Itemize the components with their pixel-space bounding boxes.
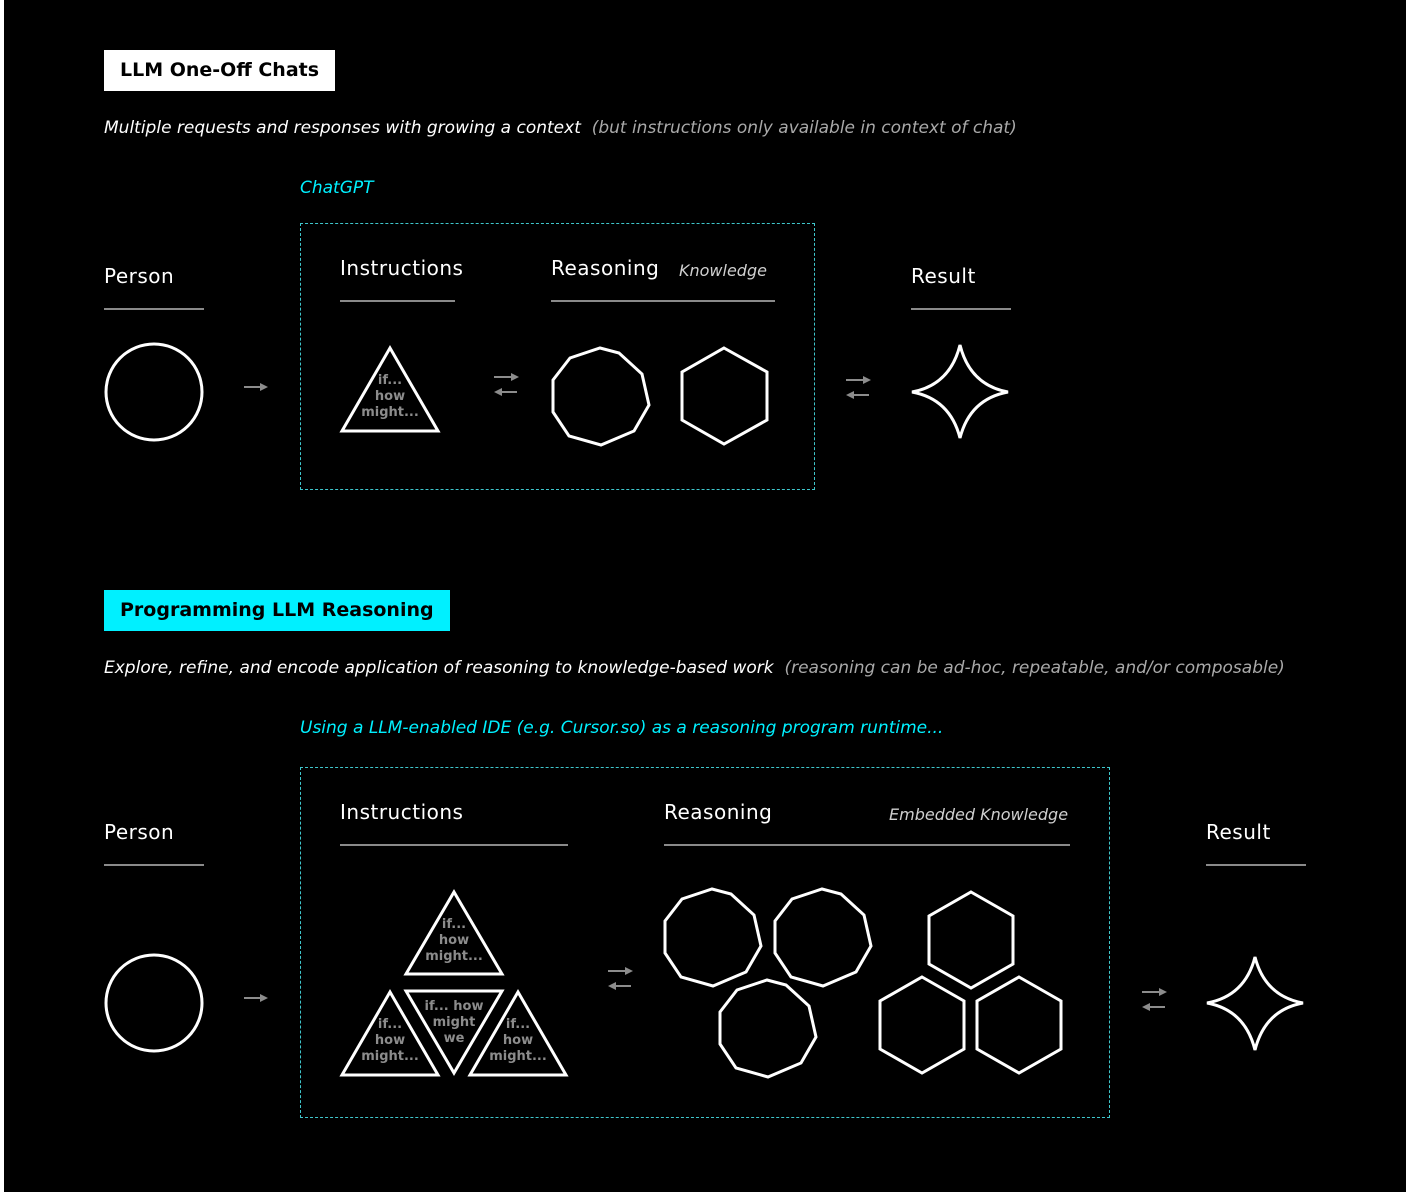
section1-person-rule — [104, 308, 204, 310]
section1-subtitle-note: (but instructions only available in cont… — [591, 118, 1017, 138]
section2-triangle-right-text: if... how might... — [488, 1017, 548, 1065]
section2-person-label: Person — [104, 820, 175, 844]
section1-result-rule — [911, 308, 1011, 310]
section2-subtitle-note: (reasoning can be ad-hoc, repeatable, an… — [784, 658, 1285, 678]
instructions-triangle-left-icon — [339, 989, 441, 1077]
section2-reasoning-rule — [664, 844, 1070, 846]
bidirectional-arrows-icon — [608, 967, 633, 990]
section2-result-label: Result — [1206, 820, 1271, 844]
section2-result-rule — [1206, 864, 1306, 866]
person-circle-icon — [104, 953, 204, 1053]
section1-runtime-box — [300, 223, 815, 490]
section1-knowledge-note: Knowledge — [679, 261, 767, 280]
section2-caption: Using a LLM-enabled IDE (e.g. Cursor.so)… — [300, 718, 944, 738]
reasoning-octagon-icon — [718, 978, 818, 1079]
section2-badge: Programming LLM Reasoning — [104, 590, 450, 631]
knowledge-hexagon-icon — [680, 346, 769, 446]
triangle-line3: might... — [361, 405, 419, 420]
section1-badge: LLM One-Off Chats — [104, 50, 336, 91]
section2-reasoning-label: Reasoning — [664, 800, 773, 824]
bidirectional-arrows-icon — [1142, 988, 1167, 1011]
section1-instructions-rule — [340, 300, 455, 302]
reasoning-octagon-icon — [663, 887, 763, 988]
instructions-triangle-top-icon — [403, 889, 505, 976]
section2-runtime-box — [300, 767, 1110, 1118]
triangle-line2: how — [502, 1033, 534, 1048]
diagram-canvas: LLM One-Off Chats Multiple requests and … — [4, 0, 1406, 1192]
section2-instructions-label: Instructions — [340, 800, 464, 824]
result-star-icon — [911, 344, 1009, 439]
bidirectional-arrows-icon — [846, 376, 871, 399]
triangle-line1: if... — [377, 1017, 403, 1032]
reasoning-octagon-icon — [551, 346, 651, 447]
triangle-line2: how — [374, 389, 406, 404]
section2-triangle-left-text: if... how might... — [360, 1017, 420, 1065]
section1-result-label: Result — [911, 264, 976, 288]
triangle-line2: how — [438, 933, 470, 948]
diagram-shapes — [104, 342, 1304, 1079]
section1-reasoning-label: Reasoning — [551, 256, 660, 280]
knowledge-hexagon-icon — [878, 975, 966, 1075]
section2-knowledge-note: Embedded Knowledge — [889, 805, 1069, 824]
triangle-line3: might... — [361, 1049, 419, 1064]
triangle-line3: we — [443, 1031, 465, 1046]
section1-triangle-text: if... how might... — [360, 373, 420, 421]
knowledge-hexagon-icon — [975, 975, 1063, 1075]
result-star-icon — [1206, 956, 1304, 1051]
section1-subtitle: Multiple requests and responses with gro… — [104, 118, 1017, 138]
section2-instructions-rule — [340, 844, 568, 846]
section1-reasoning-rule — [551, 300, 775, 302]
triangle-line1: if... how — [424, 999, 484, 1014]
triangle-line3: might... — [489, 1049, 547, 1064]
section2-subtitle: Explore, refine, and encode application … — [104, 658, 1285, 678]
instructions-triangle-right-icon — [467, 989, 569, 1077]
triangle-line2: might — [432, 1015, 476, 1030]
section2-person-rule — [104, 864, 204, 866]
section1-instructions-label: Instructions — [340, 256, 464, 280]
section1-person-label: Person — [104, 264, 175, 288]
triangle-line3: might... — [425, 949, 483, 964]
section1-subtitle-main: Multiple requests and responses with gro… — [104, 118, 581, 138]
section2-subtitle-main: Explore, refine, and encode application … — [104, 658, 774, 678]
instructions-triangle-center-icon — [403, 989, 505, 1076]
triangle-line1: if... — [377, 373, 403, 388]
section2-triangle-top-text: if... how might... — [424, 917, 484, 965]
triangle-line1: if... — [441, 917, 467, 932]
person-circle-icon — [104, 342, 204, 442]
triangle-line1: if... — [505, 1017, 531, 1032]
bidirectional-arrows-icon — [494, 373, 519, 396]
reasoning-octagon-icon — [773, 887, 873, 988]
instructions-triangle-icon — [339, 345, 441, 433]
section2-triangle-center-text: if... how might we — [419, 999, 489, 1047]
triangle-line2: how — [374, 1033, 406, 1048]
section1-caption: ChatGPT — [300, 178, 374, 198]
knowledge-hexagon-icon — [927, 890, 1015, 990]
